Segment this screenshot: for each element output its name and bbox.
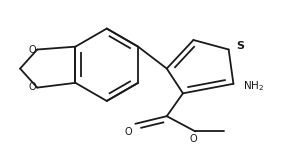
Text: O: O (29, 82, 36, 92)
Text: O: O (125, 127, 132, 137)
Text: O: O (190, 134, 197, 144)
Text: O: O (29, 46, 36, 56)
Text: S: S (236, 41, 244, 51)
Text: NH$_2$: NH$_2$ (243, 79, 264, 93)
